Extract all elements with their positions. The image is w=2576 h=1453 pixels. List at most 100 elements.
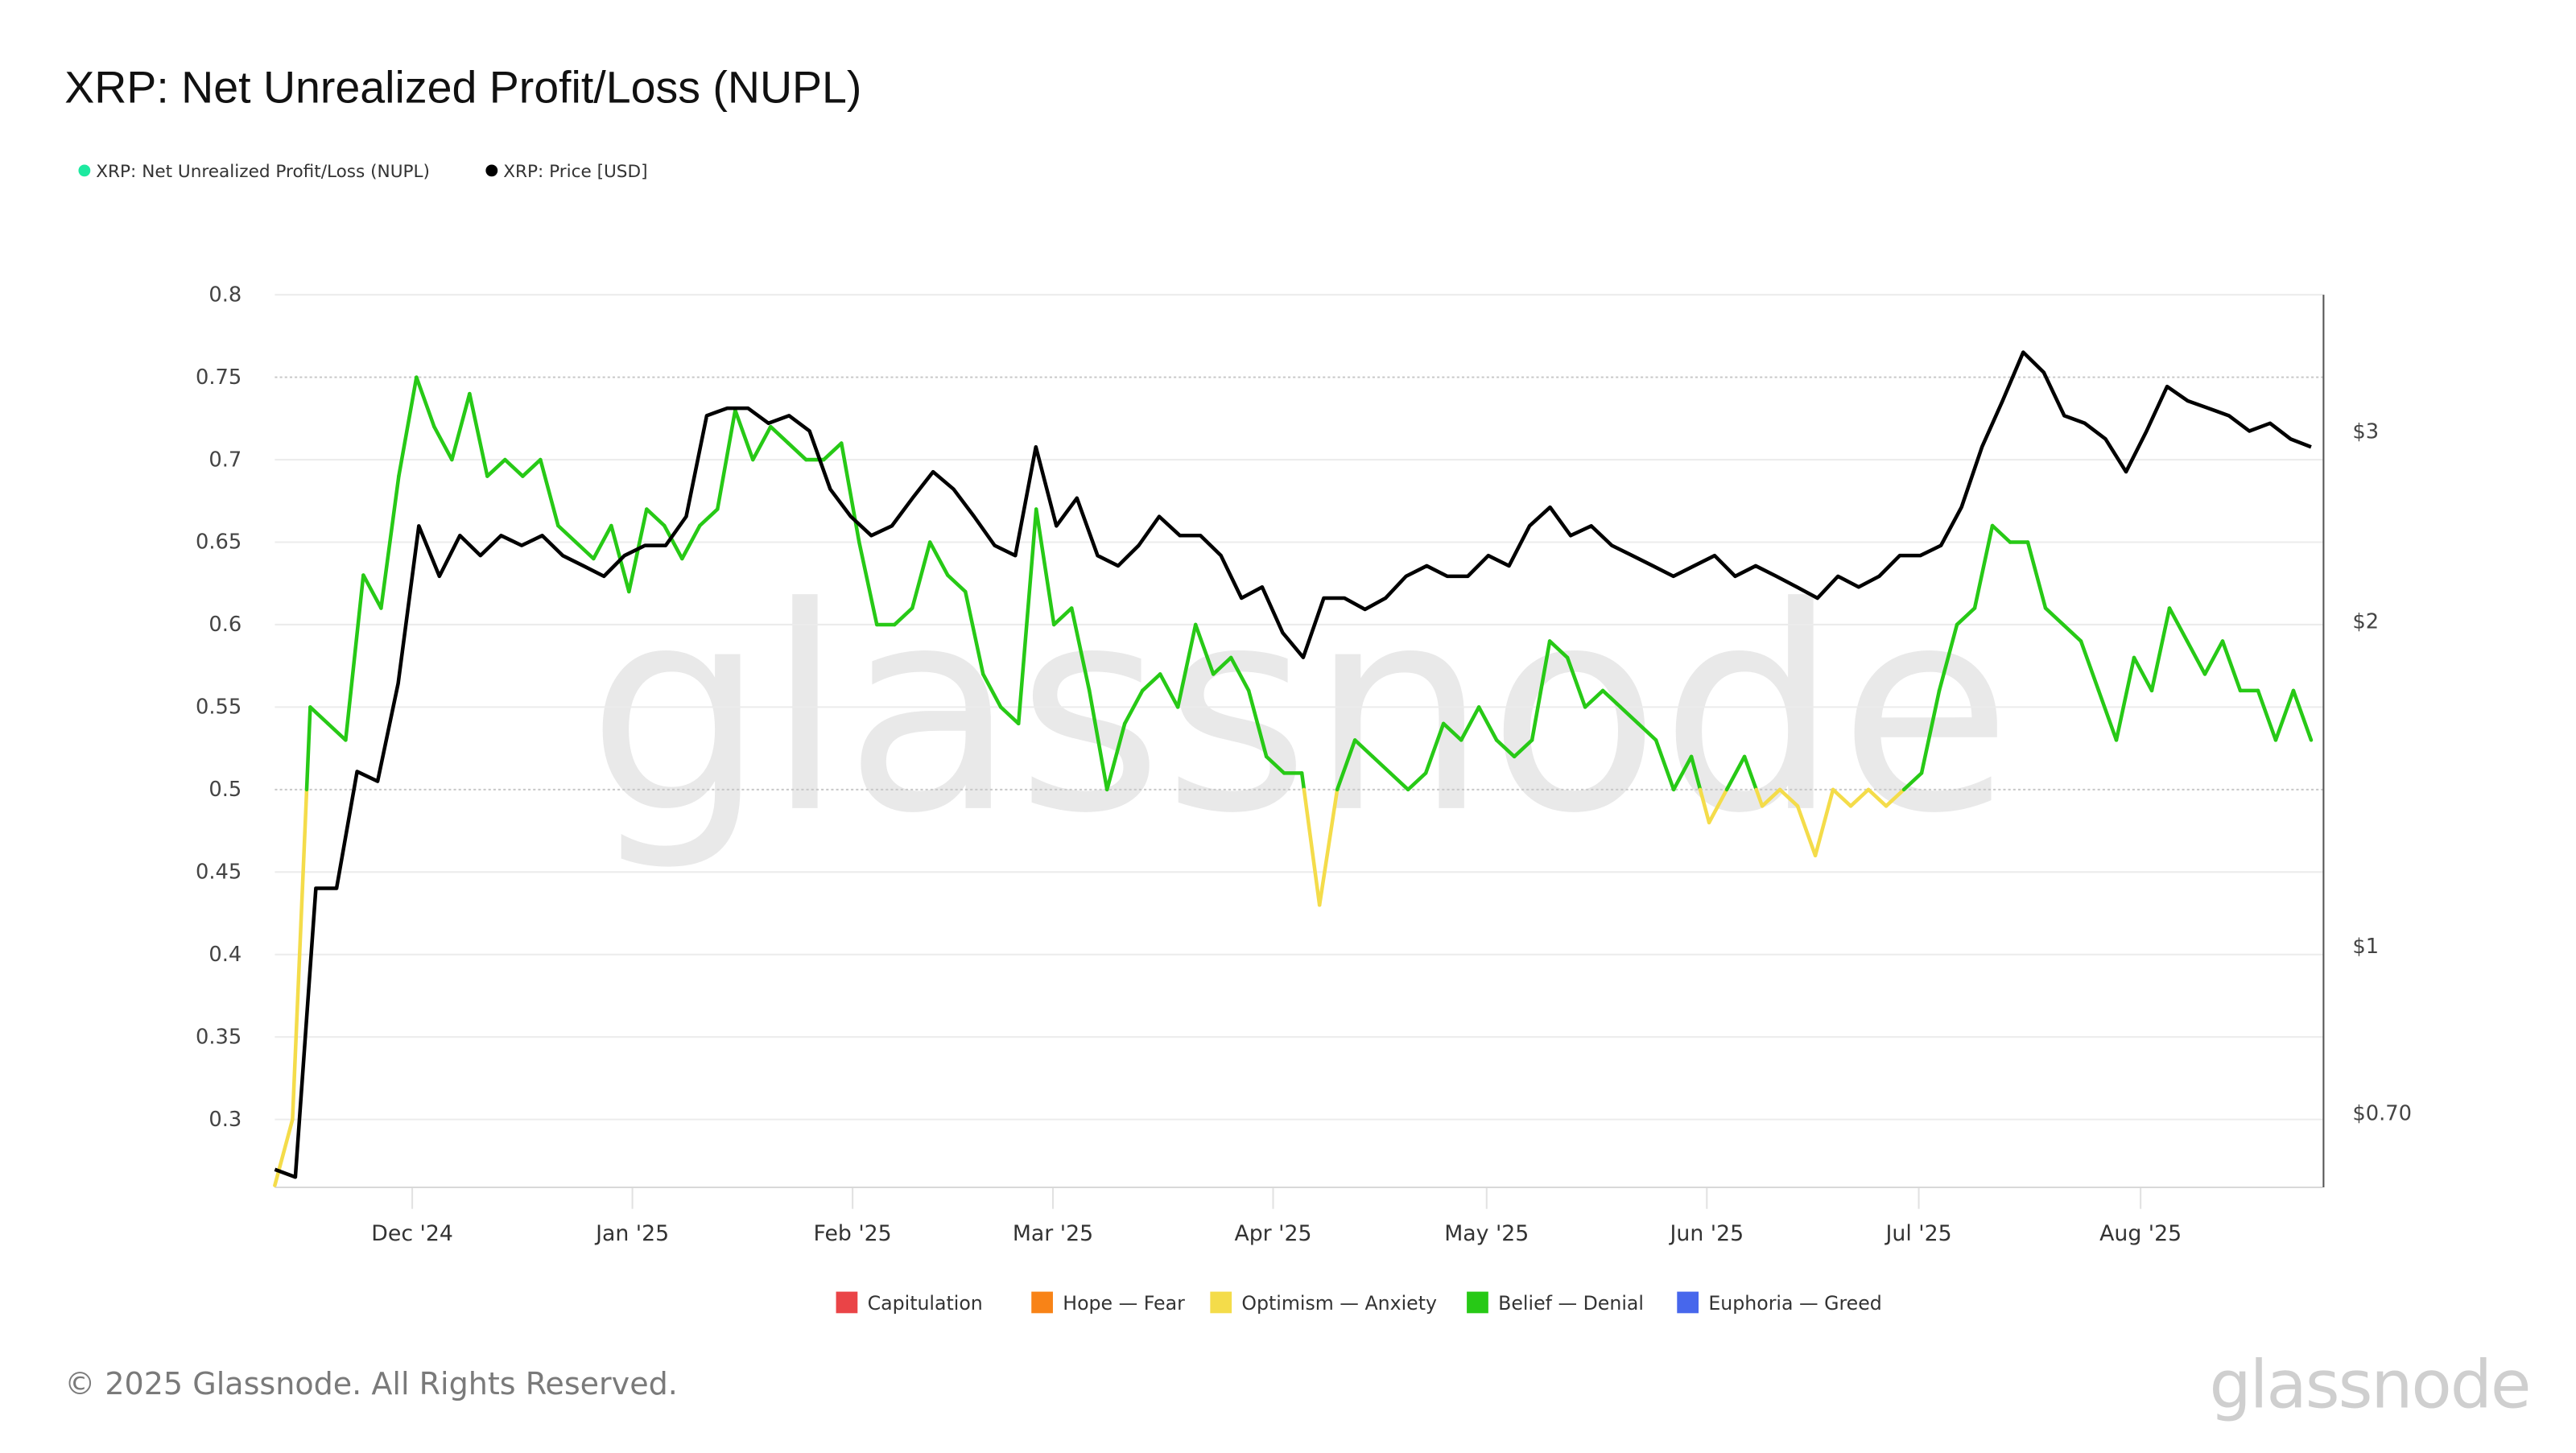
nupl-segment [1302, 787, 1322, 907]
nupl-segment [1335, 738, 1357, 792]
y2-tick-label: $3 [2352, 420, 2379, 444]
nupl-segment [769, 424, 791, 445]
nupl-segment [1990, 523, 2013, 544]
nupl-segment [1494, 738, 1517, 759]
legend-item-nupl[interactable]: XRP: Net Unrealized Profit/Loss (NUPL) [78, 162, 430, 182]
nupl-segment [379, 474, 401, 610]
nupl-segment [2167, 606, 2190, 643]
nupl-segment [2202, 639, 2225, 676]
legend-dot-icon [485, 164, 498, 177]
nupl-segment [1724, 754, 1747, 792]
nupl-segment [1919, 688, 1942, 775]
nupl-segment [1777, 787, 1800, 808]
nupl-segment [2114, 655, 2136, 742]
legend-item-price[interactable]: XRP: Price [USD] [485, 162, 648, 182]
watermark: glassnode [587, 547, 2012, 875]
nupl-segment [1618, 705, 1641, 726]
nupl-segment [2079, 639, 2101, 693]
nupl-segment [1689, 754, 1703, 792]
y-tick-label: 0.7 [208, 448, 242, 472]
nupl-segment [980, 672, 1003, 709]
y2-tick-label: $1 [2352, 935, 2379, 959]
zone-swatch-icon [1031, 1291, 1053, 1314]
y-axis-right: $3 $2 $1 $0.70 [2352, 420, 2412, 1126]
nupl-segment [556, 523, 578, 544]
zone-legend-item[interactable]: Euphoria — Greed [1677, 1291, 1882, 1315]
nupl-segment [786, 441, 808, 462]
zone-legend-label: Optimism — Anxiety [1241, 1292, 1437, 1315]
nupl-segment [308, 705, 330, 726]
nupl-series-line [273, 375, 2314, 1187]
nupl-segment [1352, 738, 1375, 759]
nupl-segment [1972, 523, 1995, 610]
nupl-segment [2043, 606, 2066, 627]
nupl-segment [1016, 507, 1038, 726]
nupl-segment [2220, 639, 2243, 693]
nupl-segment [326, 721, 348, 742]
zone-legend-label: Hope — Fear [1063, 1292, 1185, 1315]
nupl-segment [415, 375, 436, 429]
nupl-segment [733, 408, 755, 462]
y-tick-label: 0.55 [196, 696, 242, 720]
nupl-segment [1866, 787, 1889, 808]
zone-legend-item[interactable]: Optimism — Anxiety [1210, 1291, 1437, 1315]
y-tick-label: 0.8 [208, 283, 242, 307]
series-legend[interactable]: XRP: Net Unrealized Profit/Loss (NUPL) X… [78, 162, 648, 182]
x-tick-label: May '25 [1444, 1221, 1529, 1246]
nupl-segment [1423, 721, 1446, 775]
y-tick-label: 0.45 [196, 861, 242, 885]
zone-legend-item[interactable]: Capitulation [836, 1291, 983, 1315]
zone-swatch-icon [1467, 1291, 1488, 1314]
nupl-segment [2132, 655, 2154, 693]
y-tick-label: 0.4 [208, 943, 242, 967]
nupl-segment [468, 391, 489, 478]
nupl-segment [1370, 754, 1393, 775]
zone-legend-item[interactable]: Hope — Fear [1031, 1291, 1185, 1315]
nupl-segment [1831, 787, 1853, 808]
grid-lines [275, 294, 2323, 1121]
y2-tick-label: $2 [2352, 610, 2379, 634]
nupl-segment [1600, 688, 1623, 709]
nupl-segment [1193, 622, 1216, 676]
y-axis-left: 0.8 0.75 0.7 0.65 0.6 0.55 0.5 0.45 0.4 0.35 0.3 [196, 283, 242, 1131]
nupl-segment [822, 441, 844, 462]
nupl-segment [1671, 754, 1694, 792]
nupl-segment [592, 523, 613, 561]
nupl-segment [1760, 787, 1782, 808]
nupl-segment [751, 424, 773, 462]
nupl-segment [291, 787, 309, 1121]
nupl-segment [521, 457, 543, 478]
nupl-segment [1406, 771, 1428, 792]
y-tick-label: 0.75 [196, 365, 242, 390]
x-tick-label: Dec '24 [371, 1221, 453, 1246]
x-tick-label: Jul '25 [1885, 1221, 1952, 1246]
nupl-segment [840, 441, 861, 544]
y-tick-label: 0.35 [196, 1025, 242, 1049]
zone-swatch-icon [836, 1291, 858, 1314]
nupl-segment [998, 705, 1021, 726]
nupl-segment [1264, 754, 1286, 775]
nupl-segment [1459, 705, 1481, 742]
nupl-segment [680, 523, 702, 561]
zone-legend-item[interactable]: Belief — Denial [1467, 1291, 1644, 1315]
nupl-segment [1530, 639, 1552, 742]
nupl-segment [1175, 622, 1198, 709]
legend-dot-icon [78, 164, 91, 177]
nupl-segment [1795, 804, 1818, 858]
nupl-segment [304, 705, 312, 792]
zone-legend[interactable]: Capitulation Hope — Fear Optimism — Anxiet… [836, 1291, 1882, 1315]
nupl-segment [1955, 606, 1977, 627]
nupl-segment [1653, 738, 1676, 792]
nupl-segment [361, 573, 383, 610]
legend-label-nupl: XRP: Net Unrealized Profit/Loss (NUPL) [96, 162, 430, 182]
nupl-segment [432, 424, 454, 462]
zone-legend-label: Euphoria — Greed [1708, 1292, 1881, 1315]
nupl-segment [1158, 672, 1180, 709]
zone-swatch-icon [1677, 1291, 1699, 1314]
nupl-segment [1140, 672, 1162, 693]
y2-tick-label: $0.70 [2352, 1101, 2412, 1125]
nupl-segment [1211, 655, 1233, 676]
y-tick-label: 0.5 [208, 778, 242, 802]
nupl-segment [574, 540, 596, 561]
